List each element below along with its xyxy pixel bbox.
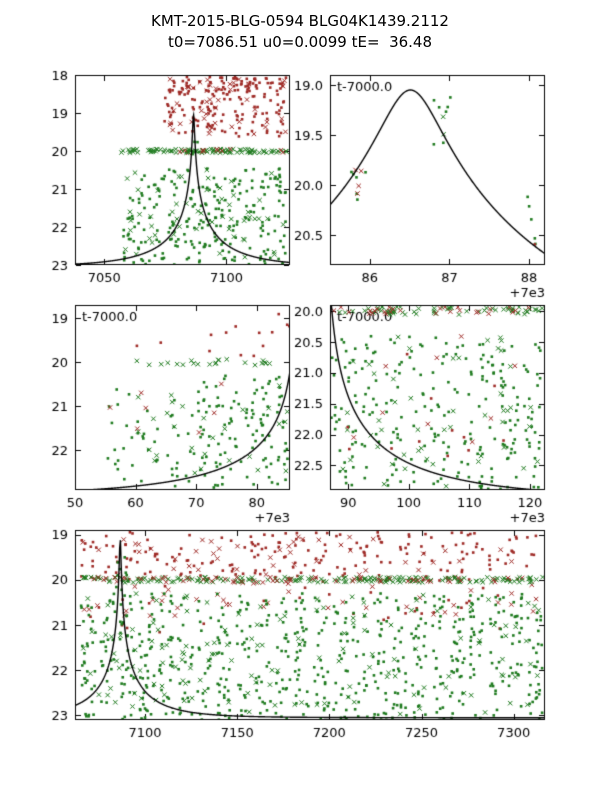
panel-mid-right-canvas <box>272 295 559 530</box>
panel-bottom-canvas <box>17 520 559 760</box>
panel-bottom <box>17 520 559 760</box>
panel-top-right-canvas <box>272 65 559 305</box>
panel-top-right <box>272 65 559 305</box>
panel-mid-right <box>272 295 559 530</box>
panel-mid-left <box>17 295 304 530</box>
chart-subtitle: t0=7086.51 u0=0.0099 tE= 36.48 <box>167 33 433 51</box>
panel-top-left-canvas <box>17 65 304 305</box>
panel-mid-left-canvas <box>17 295 304 530</box>
panel-top-left <box>17 65 304 305</box>
chart-title: KMT-2015-BLG-0594 BLG04K1439.2112 <box>151 12 449 30</box>
